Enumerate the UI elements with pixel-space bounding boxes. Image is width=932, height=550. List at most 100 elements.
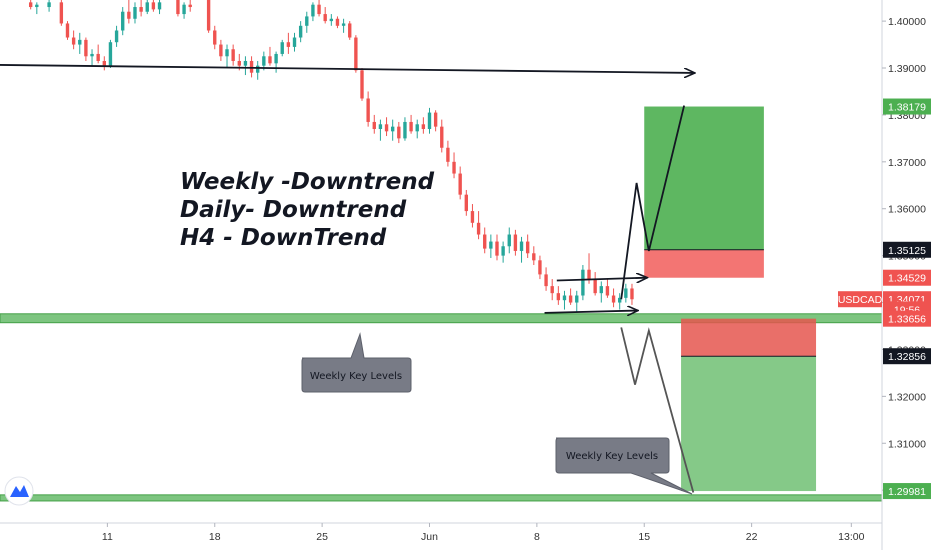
- candle: [108, 39, 113, 69]
- callout-bubble-2: [555, 437, 693, 495]
- candle-body: [587, 269, 591, 280]
- candle: [305, 11, 309, 33]
- candle-body: [525, 241, 530, 254]
- price-tag-label: 1.29981: [888, 486, 926, 498]
- candle: [84, 37, 88, 61]
- candle: [71, 30, 76, 50]
- candle: [47, 0, 51, 12]
- candle: [538, 255, 542, 280]
- candle: [35, 2, 39, 15]
- candle-body: [151, 2, 156, 10]
- candle-body: [532, 253, 536, 261]
- candle-body: [249, 60, 254, 73]
- price-tick-label: 1.31000: [888, 438, 926, 450]
- trend-label-h4: H4 - DownTrend: [180, 225, 387, 251]
- candle-body: [593, 279, 597, 294]
- candle: [611, 288, 616, 308]
- candle: [59, 0, 64, 26]
- candle: [476, 211, 481, 240]
- candle-body: [108, 42, 113, 66]
- candle-body: [206, 0, 211, 31]
- price-tags: 1.381791.351251.345291.3407119:561.33656…: [838, 98, 931, 500]
- short-position-loss-zone: [681, 318, 817, 357]
- candle-body: [145, 2, 149, 12]
- time-tick-label: 18: [209, 531, 221, 543]
- price-tag-label: 1.32856: [888, 351, 926, 363]
- candle: [489, 234, 493, 258]
- candle: [219, 39, 223, 61]
- tradingview-logo-icon[interactable]: [4, 476, 34, 506]
- candle-body: [556, 293, 561, 301]
- candle-body: [182, 4, 186, 15]
- candle: [624, 283, 628, 303]
- weekly-key-level-zone: [0, 494, 883, 502]
- candle-body: [121, 11, 125, 31]
- candle-body: [501, 246, 505, 256]
- candle-body: [550, 286, 554, 294]
- candle-body: [403, 121, 407, 139]
- candle: [372, 114, 376, 134]
- candle-body: [581, 269, 585, 296]
- candle: [421, 117, 426, 134]
- candle-body: [28, 2, 33, 8]
- price-tag: 1.35125: [883, 241, 931, 258]
- candle: [341, 18, 346, 33]
- candle-body: [384, 124, 389, 132]
- candle-body: [188, 4, 192, 8]
- price-tag-bg: [883, 241, 931, 258]
- candle: [188, 0, 192, 12]
- candle: [470, 204, 475, 228]
- candle-body: [219, 44, 223, 57]
- candle-body: [298, 25, 303, 38]
- candle-body: [65, 23, 70, 38]
- candle-body: [133, 7, 137, 19]
- candle-body: [127, 11, 131, 19]
- callout-bubble-1: [301, 332, 412, 393]
- candle-body: [440, 126, 444, 148]
- candle-body: [489, 241, 493, 249]
- candle-body: [262, 56, 266, 66]
- candle-body: [78, 39, 82, 45]
- candle-body: [409, 121, 413, 132]
- candle-body: [624, 288, 628, 298]
- candle-body: [84, 39, 88, 57]
- price-tag: 1.33656: [883, 310, 931, 327]
- candle-body: [415, 124, 419, 132]
- time-tick-label: 8: [534, 531, 540, 543]
- candle: [384, 117, 389, 137]
- candle: [292, 32, 297, 52]
- time-axis[interactable]: 11 18 25 Jun 8 15 22 13:00: [102, 523, 865, 543]
- candle-body: [311, 4, 315, 17]
- candle: [513, 229, 518, 256]
- candle-body: [360, 70, 364, 99]
- candle: [213, 25, 217, 50]
- time-tick-label: 22: [746, 531, 758, 543]
- candle: [182, 2, 186, 19]
- candle: [157, 0, 162, 15]
- candle-body: [47, 2, 51, 8]
- candle: [311, 2, 315, 22]
- candle: [225, 44, 229, 69]
- short-position-profit-zone: [681, 356, 817, 492]
- candle: [495, 234, 499, 261]
- candle: [256, 60, 260, 80]
- drawings-layer: [0, 64, 695, 493]
- candle-body: [335, 18, 340, 26]
- candle-body: [243, 60, 248, 66]
- candle-body: [90, 53, 94, 57]
- candle-body: [237, 60, 241, 66]
- candle-body: [446, 147, 450, 162]
- resistance-arrow: [0, 64, 695, 73]
- candle-body: [354, 37, 358, 71]
- candle-body: [139, 7, 143, 12]
- candle: [243, 56, 248, 76]
- candle-body: [390, 126, 395, 132]
- price-tag-label: 1.35125: [888, 245, 926, 257]
- price-tag-label: 1.38179: [888, 102, 926, 114]
- candle-body: [378, 124, 383, 129]
- price-tick-label: 1.40000: [888, 16, 926, 28]
- price-tag: 1.38179: [883, 98, 931, 115]
- candle: [96, 44, 100, 64]
